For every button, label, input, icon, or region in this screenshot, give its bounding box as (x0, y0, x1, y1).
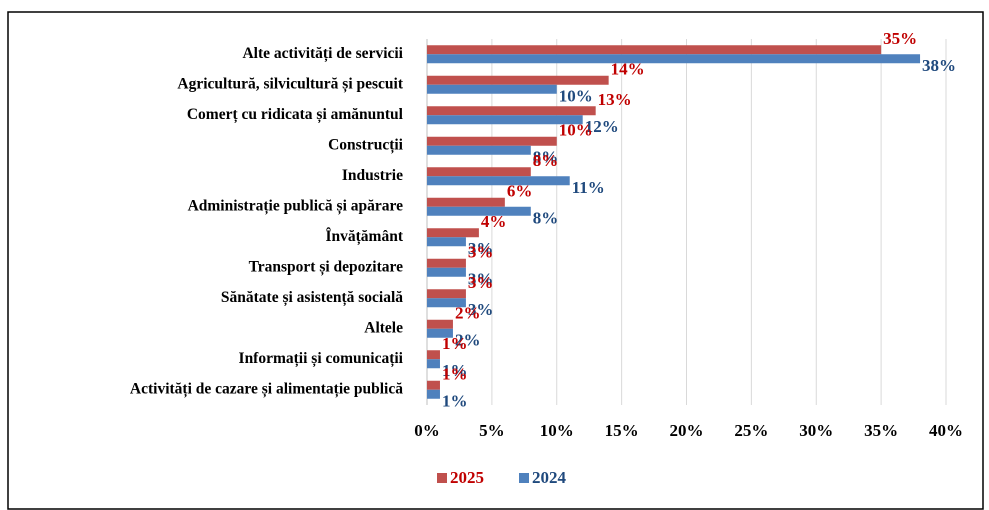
value-label: 8% (533, 151, 559, 170)
bar (427, 167, 531, 177)
chart-frame (7, 11, 984, 510)
bar (427, 328, 453, 338)
bar (427, 45, 882, 55)
bar (427, 380, 440, 390)
x-tick-label: 15% (605, 421, 639, 440)
bar (427, 267, 466, 277)
bar (427, 84, 557, 94)
value-label: 6% (507, 182, 532, 201)
bar (427, 54, 921, 64)
value-label: 3% (468, 270, 494, 289)
x-tick-label: 25% (734, 421, 768, 440)
value-label: 3% (468, 300, 494, 319)
legend-label: 2025 (450, 468, 484, 487)
bar (427, 145, 531, 155)
bar (427, 197, 505, 207)
bar (427, 258, 466, 268)
bar (427, 136, 557, 146)
value-label: 11% (572, 178, 605, 197)
y-tick-label: Alte activități de servicii (242, 45, 403, 62)
value-label: 3% (468, 243, 494, 262)
bar (427, 206, 531, 216)
y-tick-label: Sănătate și asistență socială (221, 289, 403, 306)
value-label: 1% (442, 392, 468, 411)
y-tick-label: Informații și comunicații (239, 350, 404, 367)
y-tick-label: Agricultură, silvicultură și pescuit (177, 75, 403, 92)
value-label: 38% (922, 56, 956, 75)
value-label: 10% (559, 121, 593, 140)
value-label: 2% (455, 304, 481, 323)
legend-swatch (519, 473, 529, 483)
value-label: 4% (481, 212, 507, 231)
bar (427, 350, 440, 360)
bar (427, 106, 596, 116)
legend-swatch (437, 473, 447, 483)
value-label: 2% (455, 331, 481, 350)
y-tick-label: Activități de cazare și alimentație publ… (130, 380, 403, 397)
bar (427, 298, 466, 308)
y-tick-label: Altele (364, 319, 403, 336)
x-tick-label: 5% (479, 421, 505, 440)
value-label: 8% (533, 148, 559, 167)
y-tick-label: Industrie (342, 167, 403, 184)
value-label: 13% (598, 90, 632, 109)
value-label: 1% (442, 334, 468, 353)
bar (427, 289, 466, 299)
legend-label: 2024 (532, 468, 567, 487)
bar (427, 319, 453, 329)
bar (427, 228, 479, 238)
bar (427, 75, 609, 85)
value-label: 1% (442, 361, 468, 380)
value-label: 3% (468, 239, 494, 258)
y-tick-label: Transport și depozitare (249, 258, 404, 275)
bar (427, 389, 440, 399)
x-tick-label: 30% (799, 421, 833, 440)
y-tick-label: Construcții (328, 136, 404, 153)
x-tick-label: 0% (414, 421, 440, 440)
x-tick-label: 10% (540, 421, 574, 440)
x-tick-label: 40% (929, 421, 963, 440)
y-tick-label: Comerț cu ridicata și amănuntul (187, 106, 404, 123)
bar (427, 359, 440, 369)
value-label: 8% (533, 209, 559, 228)
value-label: 14% (611, 60, 645, 79)
y-tick-label: Învățământ (325, 228, 403, 245)
value-label: 10% (559, 87, 593, 106)
x-tick-label: 20% (670, 421, 704, 440)
y-tick-label: Administrație publică și apărare (188, 197, 404, 214)
value-label: 1% (442, 365, 468, 384)
value-label: 35% (883, 29, 917, 48)
bar (427, 176, 570, 186)
bar (427, 237, 466, 247)
bar (427, 115, 583, 125)
value-label: 12% (585, 117, 619, 136)
x-tick-label: 35% (864, 421, 898, 440)
value-label: 3% (468, 273, 494, 292)
